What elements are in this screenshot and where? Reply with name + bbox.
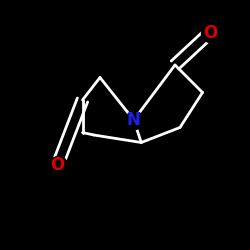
Text: O: O — [203, 24, 217, 42]
Text: O: O — [50, 156, 64, 174]
Text: N: N — [127, 111, 141, 129]
